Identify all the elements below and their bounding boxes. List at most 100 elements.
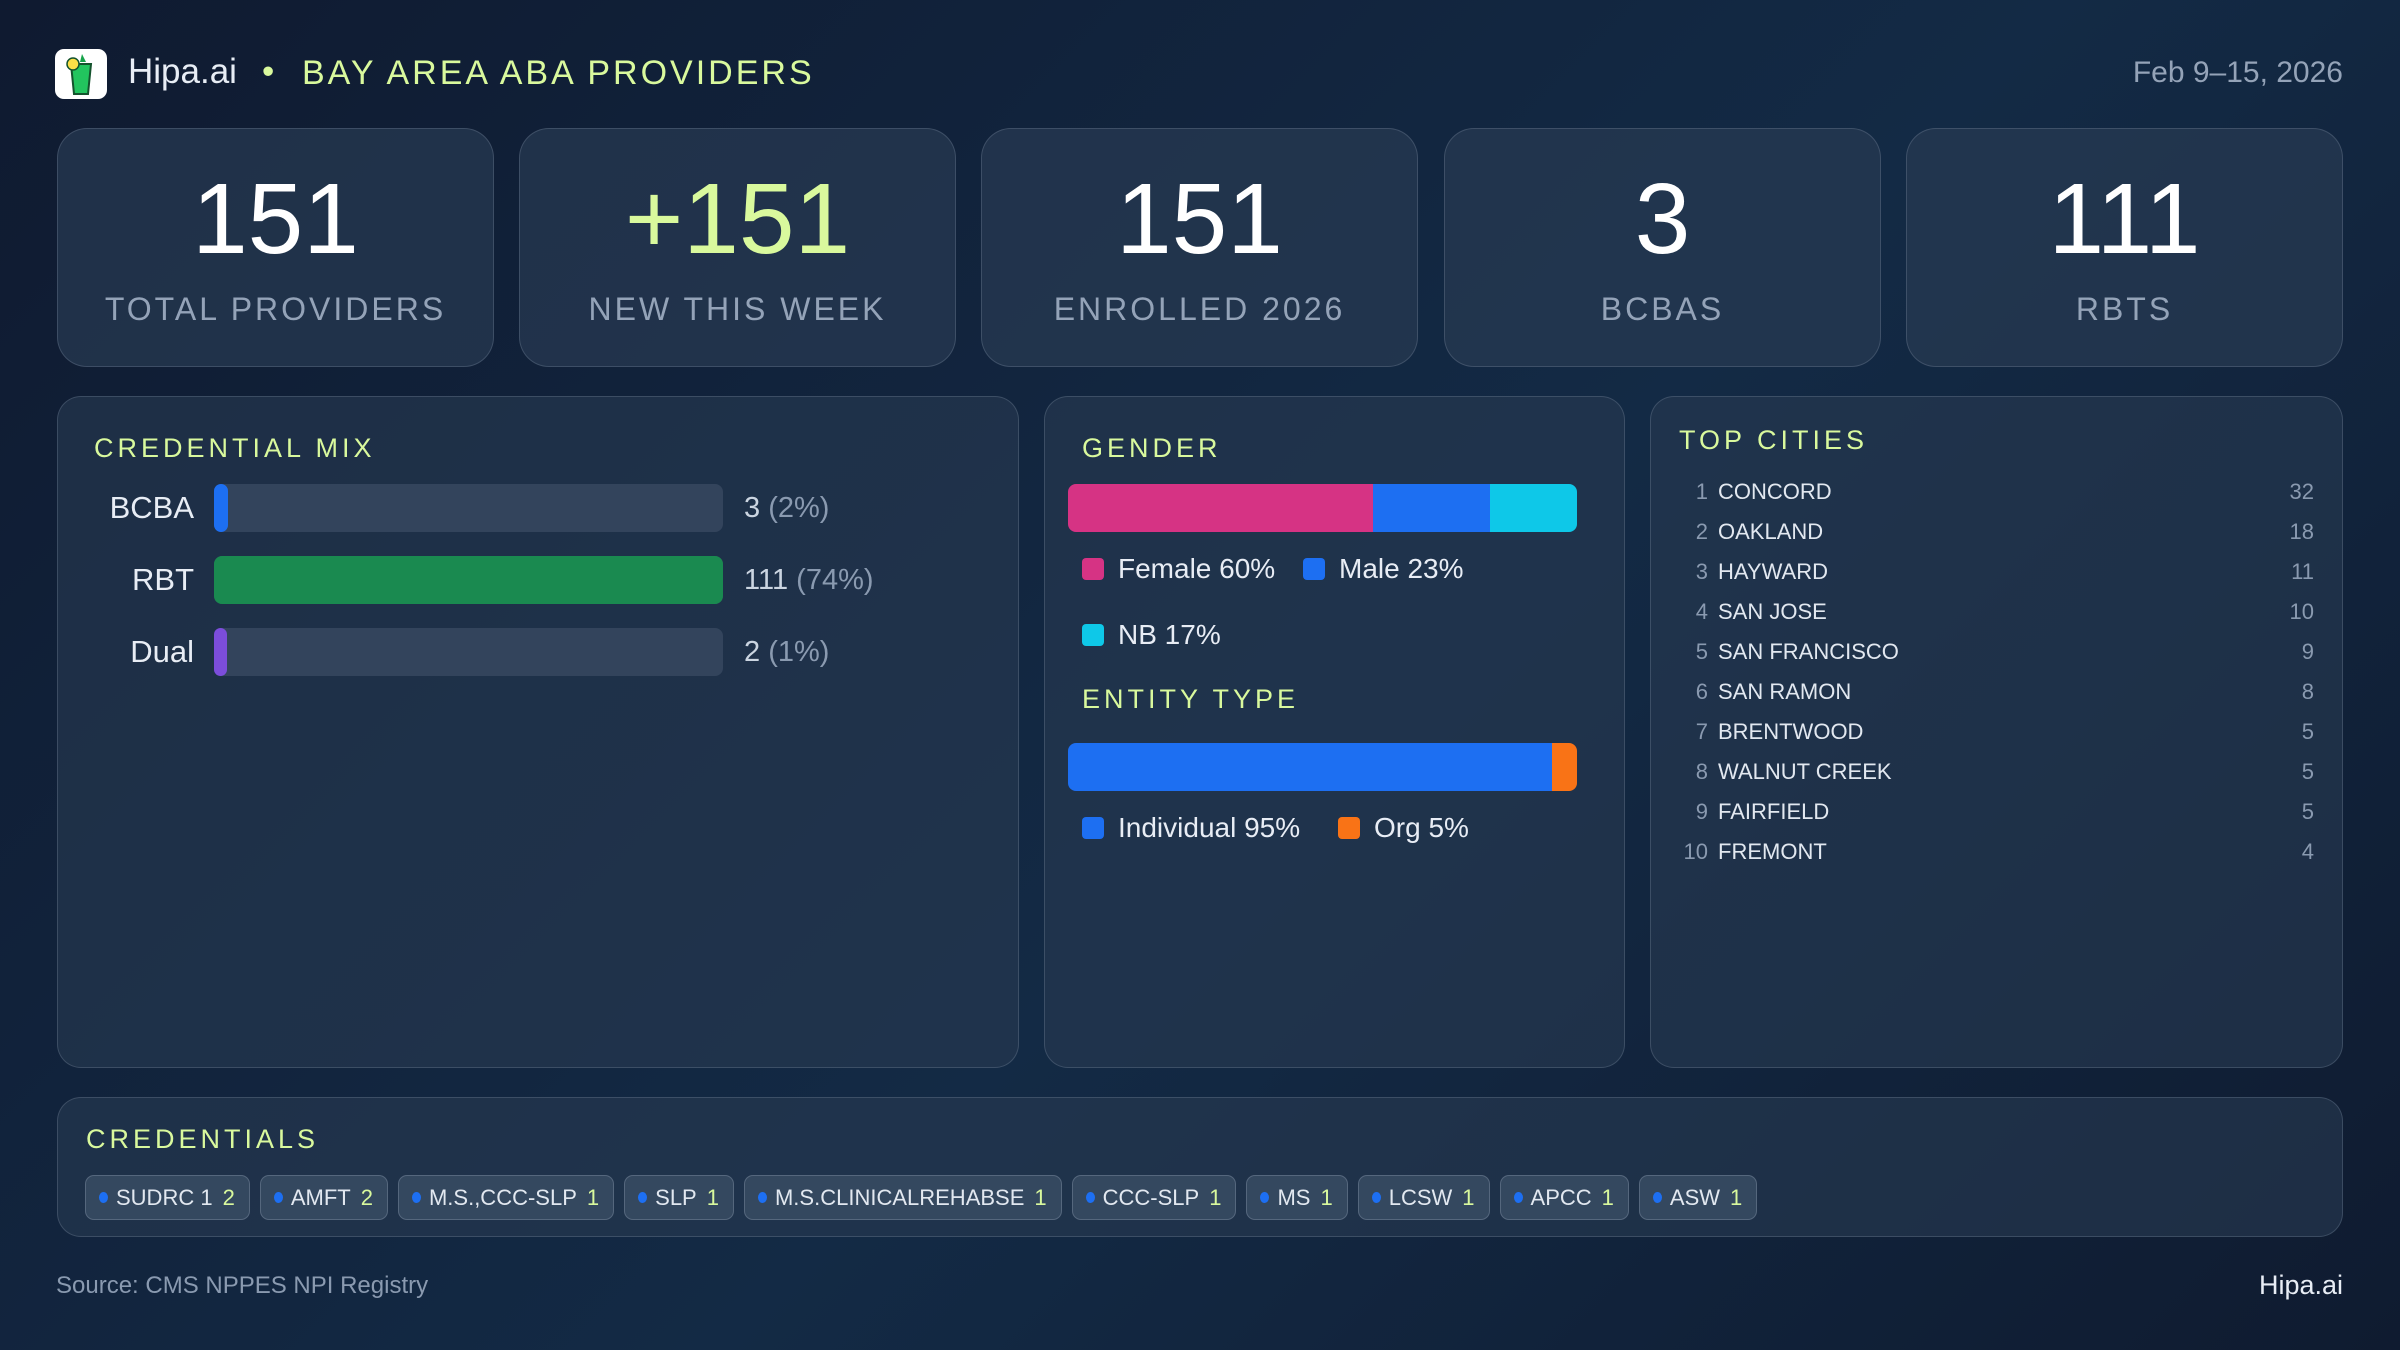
city-row: 10 FREMONT 4 [1651, 839, 2342, 879]
city-rank: 6 [1695, 679, 1708, 704]
stat-value: 151 [192, 163, 359, 275]
credential-chip: MS 1 [1246, 1175, 1348, 1220]
gender-panel: GENDER Female 60% Male 23% NB 17% ENTITY… [1044, 396, 1625, 1068]
city-count: 32 [2289, 479, 2314, 504]
city-count: 11 [2291, 559, 2314, 584]
row-value: 111 (74%) [744, 564, 874, 596]
panel-title: CREDENTIAL MIX [94, 433, 376, 463]
legend-swatch [1082, 817, 1104, 839]
legend-female: Female 60% [1082, 553, 1275, 585]
stat-label: TOTAL PROVIDERS [104, 291, 447, 327]
city-rank: 10 [1683, 839, 1708, 864]
stat-label: ENROLLED 2026 [1053, 291, 1346, 327]
city-rank: 9 [1695, 799, 1708, 824]
hipa-logo [55, 49, 107, 99]
city-row: 8 WALNUT CREEK 5 [1651, 759, 2342, 799]
legend-nb: NB 17% [1082, 619, 1221, 651]
chip-count: 1 [1730, 1184, 1743, 1210]
row-percent: (74%) [796, 564, 874, 596]
chip-name: AMFT [290, 1184, 351, 1210]
legend-org: Org 5% [1338, 812, 1469, 844]
credential-row-rbt: RBT 111 (74%) [58, 556, 1018, 604]
city-rank: 4 [1695, 599, 1708, 624]
bar-fill [214, 556, 723, 604]
row-label: Dual [130, 634, 194, 669]
row-value: 3 (2%) [744, 492, 830, 524]
chip-name: CCC-SLP [1102, 1184, 1200, 1210]
city-name: WALNUT CREEK [1718, 759, 1892, 784]
credential-chip: ASW 1 [1638, 1175, 1758, 1220]
city-row: 1 CONCORD 32 [1651, 479, 2342, 519]
legend-label: Female 60% [1118, 553, 1276, 584]
bar-track [214, 628, 723, 676]
city-name: FREMONT [1718, 839, 1827, 864]
credential-row-bcba: BCBA 3 (2%) [58, 484, 1018, 532]
panel-title: ENTITY TYPE [1082, 684, 1300, 714]
page-title: BAY AREA ABA PROVIDERS [302, 54, 815, 92]
bullet-icon [1513, 1192, 1523, 1203]
credential-chip: CCC-SLP 1 [1071, 1175, 1237, 1220]
bullet-icon [1371, 1192, 1381, 1203]
city-rank: 2 [1695, 519, 1708, 544]
city-name: FAIRFIELD [1718, 799, 1830, 824]
bar-fill [214, 484, 228, 532]
segment-male [1373, 484, 1491, 532]
legend-swatch [1338, 817, 1360, 839]
legend-swatch [1303, 558, 1325, 580]
chip-name: LCSW [1388, 1184, 1453, 1210]
chip-count: 1 [586, 1184, 600, 1210]
stat-value: 151 [1116, 163, 1283, 275]
bullet-icon [1260, 1192, 1270, 1203]
row-label: RBT [132, 562, 194, 597]
segment-nb [1490, 484, 1577, 532]
bullet-icon [638, 1192, 648, 1203]
bullet-icon [1652, 1192, 1662, 1203]
segment-org [1551, 743, 1577, 791]
legend-male: Male 23% [1303, 553, 1464, 585]
chip-name: ASW [1669, 1184, 1721, 1210]
city-name: SAN FRANCISCO [1718, 639, 1899, 664]
row-percent: (2%) [768, 492, 830, 524]
bullet-icon [411, 1192, 421, 1203]
city-rank: 1 [1695, 479, 1708, 504]
chip-name: APCC [1530, 1184, 1592, 1210]
credentials-panel: CREDENTIALS SUDRC 1 2 AMFT 2 M.S.,CCC-SLP 1 SL… [57, 1097, 2343, 1237]
chip-count: 1 [1209, 1184, 1222, 1210]
chip-count: 1 [706, 1184, 719, 1210]
legend-label: NB 17% [1118, 619, 1221, 650]
stat-label: NEW THIS WEEK [588, 291, 887, 327]
city-row: 9 FAIRFIELD 5 [1651, 799, 2342, 839]
chip-count: 1 [1601, 1184, 1614, 1210]
source-note: Source: CMS NPPES NPI Registry [56, 1272, 429, 1299]
city-rank: 7 [1695, 719, 1708, 744]
city-count: 8 [2301, 679, 2314, 704]
panel-title: TOP CITIES [1679, 425, 1869, 455]
credential-chip: APCC 1 [1499, 1175, 1629, 1220]
chip-count: 1 [1462, 1184, 1475, 1210]
legend-individual: Individual 95% [1082, 812, 1300, 844]
panel-title: CREDENTIALS [86, 1124, 320, 1154]
credential-chip: LCSW 1 [1357, 1175, 1490, 1220]
city-name: SAN RAMON [1718, 679, 1852, 704]
credential-chip: M.S.CLINICALREHABSE 1 [743, 1175, 1062, 1220]
legend-swatch [1082, 624, 1104, 646]
row-percent: (1%) [768, 636, 830, 668]
bullet-icon [757, 1192, 767, 1203]
credential-chip: M.S.,CCC-SLP 1 [397, 1175, 615, 1220]
city-row: 6 SAN RAMON 8 [1651, 679, 2342, 719]
stat-value: 111 [2048, 163, 2201, 275]
city-count: 4 [2301, 839, 2314, 864]
credential-row-dual: Dual 2 (1%) [58, 628, 1018, 676]
city-count: 9 [2301, 639, 2314, 664]
chip-count: 2 [360, 1184, 373, 1210]
chip-name: M.S.,CCC-SLP [428, 1184, 577, 1210]
chip-count: 1 [1034, 1184, 1047, 1210]
credential-mix-panel: CREDENTIAL MIX BCBA 3 (2%) RBT 111 (74%) Dua… [57, 396, 1019, 1068]
credential-chip: SLP 1 [624, 1175, 734, 1220]
segment-individual [1068, 743, 1552, 791]
bar-track [214, 556, 723, 604]
legend-label: Male 23% [1339, 553, 1464, 584]
credential-chip: SUDRC 1 2 [85, 1175, 250, 1220]
credential-chip: AMFT 2 [259, 1175, 388, 1220]
city-rank: 8 [1695, 759, 1708, 784]
